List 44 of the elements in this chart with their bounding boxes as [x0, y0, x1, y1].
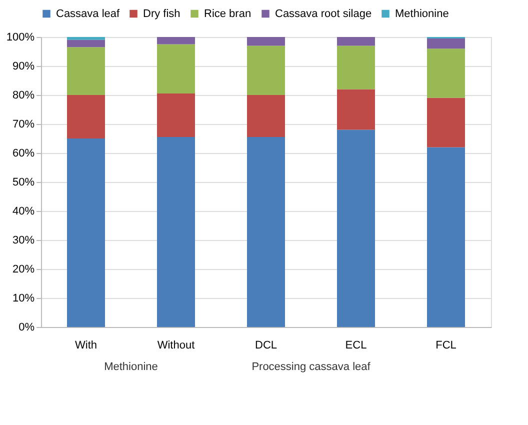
bar: [247, 137, 285, 327]
text: Methionine: [104, 361, 158, 373]
bar: [337, 46, 375, 90]
y-tick-label: 50%: [12, 176, 35, 188]
x-tick-label: DCL: [254, 340, 278, 352]
bar: [427, 147, 465, 327]
y-tick-label: 0%: [18, 322, 35, 334]
bar: [427, 48, 465, 98]
legend-label: Methionine: [395, 8, 449, 20]
y-tick-label: 40%: [12, 206, 35, 218]
legend-label: Cassava leaf: [56, 8, 121, 20]
legend-label: Rice bran: [204, 8, 252, 20]
bar: [427, 98, 465, 148]
y-tick-label: 100%: [6, 32, 35, 44]
y-tick-label: 90%: [12, 60, 35, 72]
bar: [337, 89, 375, 130]
y-tick-label: 30%: [12, 234, 35, 246]
legend-label: Dry fish: [143, 8, 180, 20]
x-tick-label: FCL: [436, 340, 456, 352]
bar: [247, 46, 285, 95]
bar: [67, 37, 105, 40]
bar: [157, 137, 195, 327]
bar: [67, 95, 105, 138]
x-tick-label: Without: [157, 340, 195, 352]
bar: [337, 130, 375, 327]
y-tick-label: 10%: [12, 292, 35, 304]
bar: [247, 37, 285, 46]
bar: [157, 94, 195, 138]
x-tick-label: With: [75, 340, 97, 352]
bar: [157, 37, 195, 44]
bar: [247, 95, 285, 138]
y-tick-label: 60%: [12, 148, 35, 160]
y-tick-label: 80%: [12, 90, 35, 102]
bar: [67, 138, 105, 327]
bar: [67, 47, 105, 95]
bar: [157, 44, 195, 94]
text: Processing cassava leaf: [252, 361, 372, 373]
y-tick-label: 70%: [12, 118, 35, 130]
x-tick-label: ECL: [345, 340, 367, 352]
bar: [427, 38, 465, 49]
y-tick-label: 20%: [12, 264, 35, 276]
bar: [337, 37, 375, 46]
bar: [67, 40, 105, 48]
legend-label: Cassava root silage: [275, 8, 372, 20]
